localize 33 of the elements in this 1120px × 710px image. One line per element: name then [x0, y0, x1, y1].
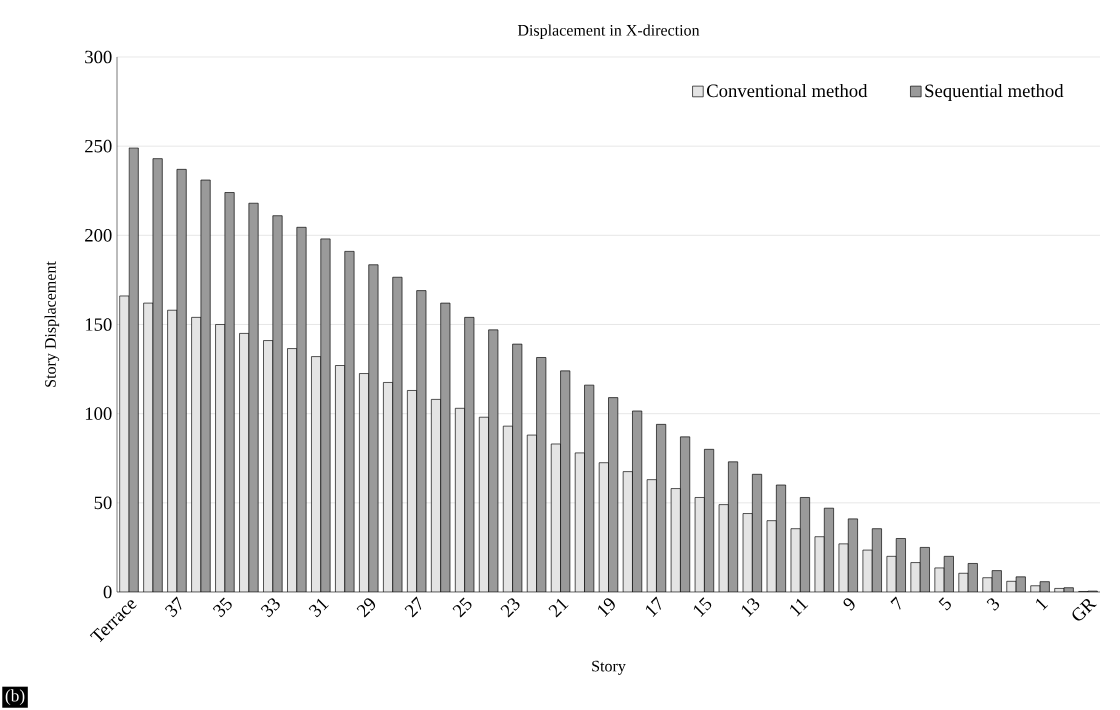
x-tick-label: 19	[597, 598, 615, 617]
text: (b)	[5, 689, 25, 706]
x-tick-label: 31	[308, 598, 329, 618]
y-tick-label: 100	[85, 407, 112, 420]
x-tick-label: 9	[843, 598, 855, 611]
y-tick-label: 0	[103, 585, 112, 599]
x-tick-label: 29	[356, 598, 376, 618]
x-tick-label: 7	[890, 596, 901, 610]
x-tick-label: 1	[1036, 598, 1048, 611]
x-tick-label: 21	[548, 598, 569, 618]
legend-label: Sequential method	[925, 83, 1064, 101]
x-tick-label: 13	[741, 598, 760, 617]
x-tick-label: 25	[452, 597, 472, 618]
y-tick-label: 150	[85, 318, 112, 331]
y-tick-label: 200	[85, 229, 112, 242]
x-tick-label: 15	[693, 597, 712, 617]
x-tick-label: GR	[1072, 599, 1097, 621]
x-tick-label: 17	[645, 596, 661, 617]
y-axis-title: Story Displacement	[44, 261, 60, 387]
x-tick-label: 27	[404, 596, 422, 618]
x-tick-label: 3	[986, 598, 1000, 611]
x-tick-label: 37	[164, 596, 182, 618]
legend-label: Conventional method	[706, 83, 868, 98]
x-tick-label: 23	[500, 598, 520, 618]
x-tick-label: 35	[212, 597, 232, 618]
chart-title: Displacement in X-direction	[517, 24, 700, 39]
y-tick-label: 300	[85, 50, 112, 64]
x-axis-title: Story	[592, 660, 626, 675]
y-tick-label: 50	[94, 496, 112, 510]
x-tick-label: 33	[260, 598, 280, 618]
x-tick-label: 11	[790, 598, 809, 617]
x-tick-label: 5	[938, 597, 951, 611]
y-tick-label: 250	[85, 139, 112, 153]
